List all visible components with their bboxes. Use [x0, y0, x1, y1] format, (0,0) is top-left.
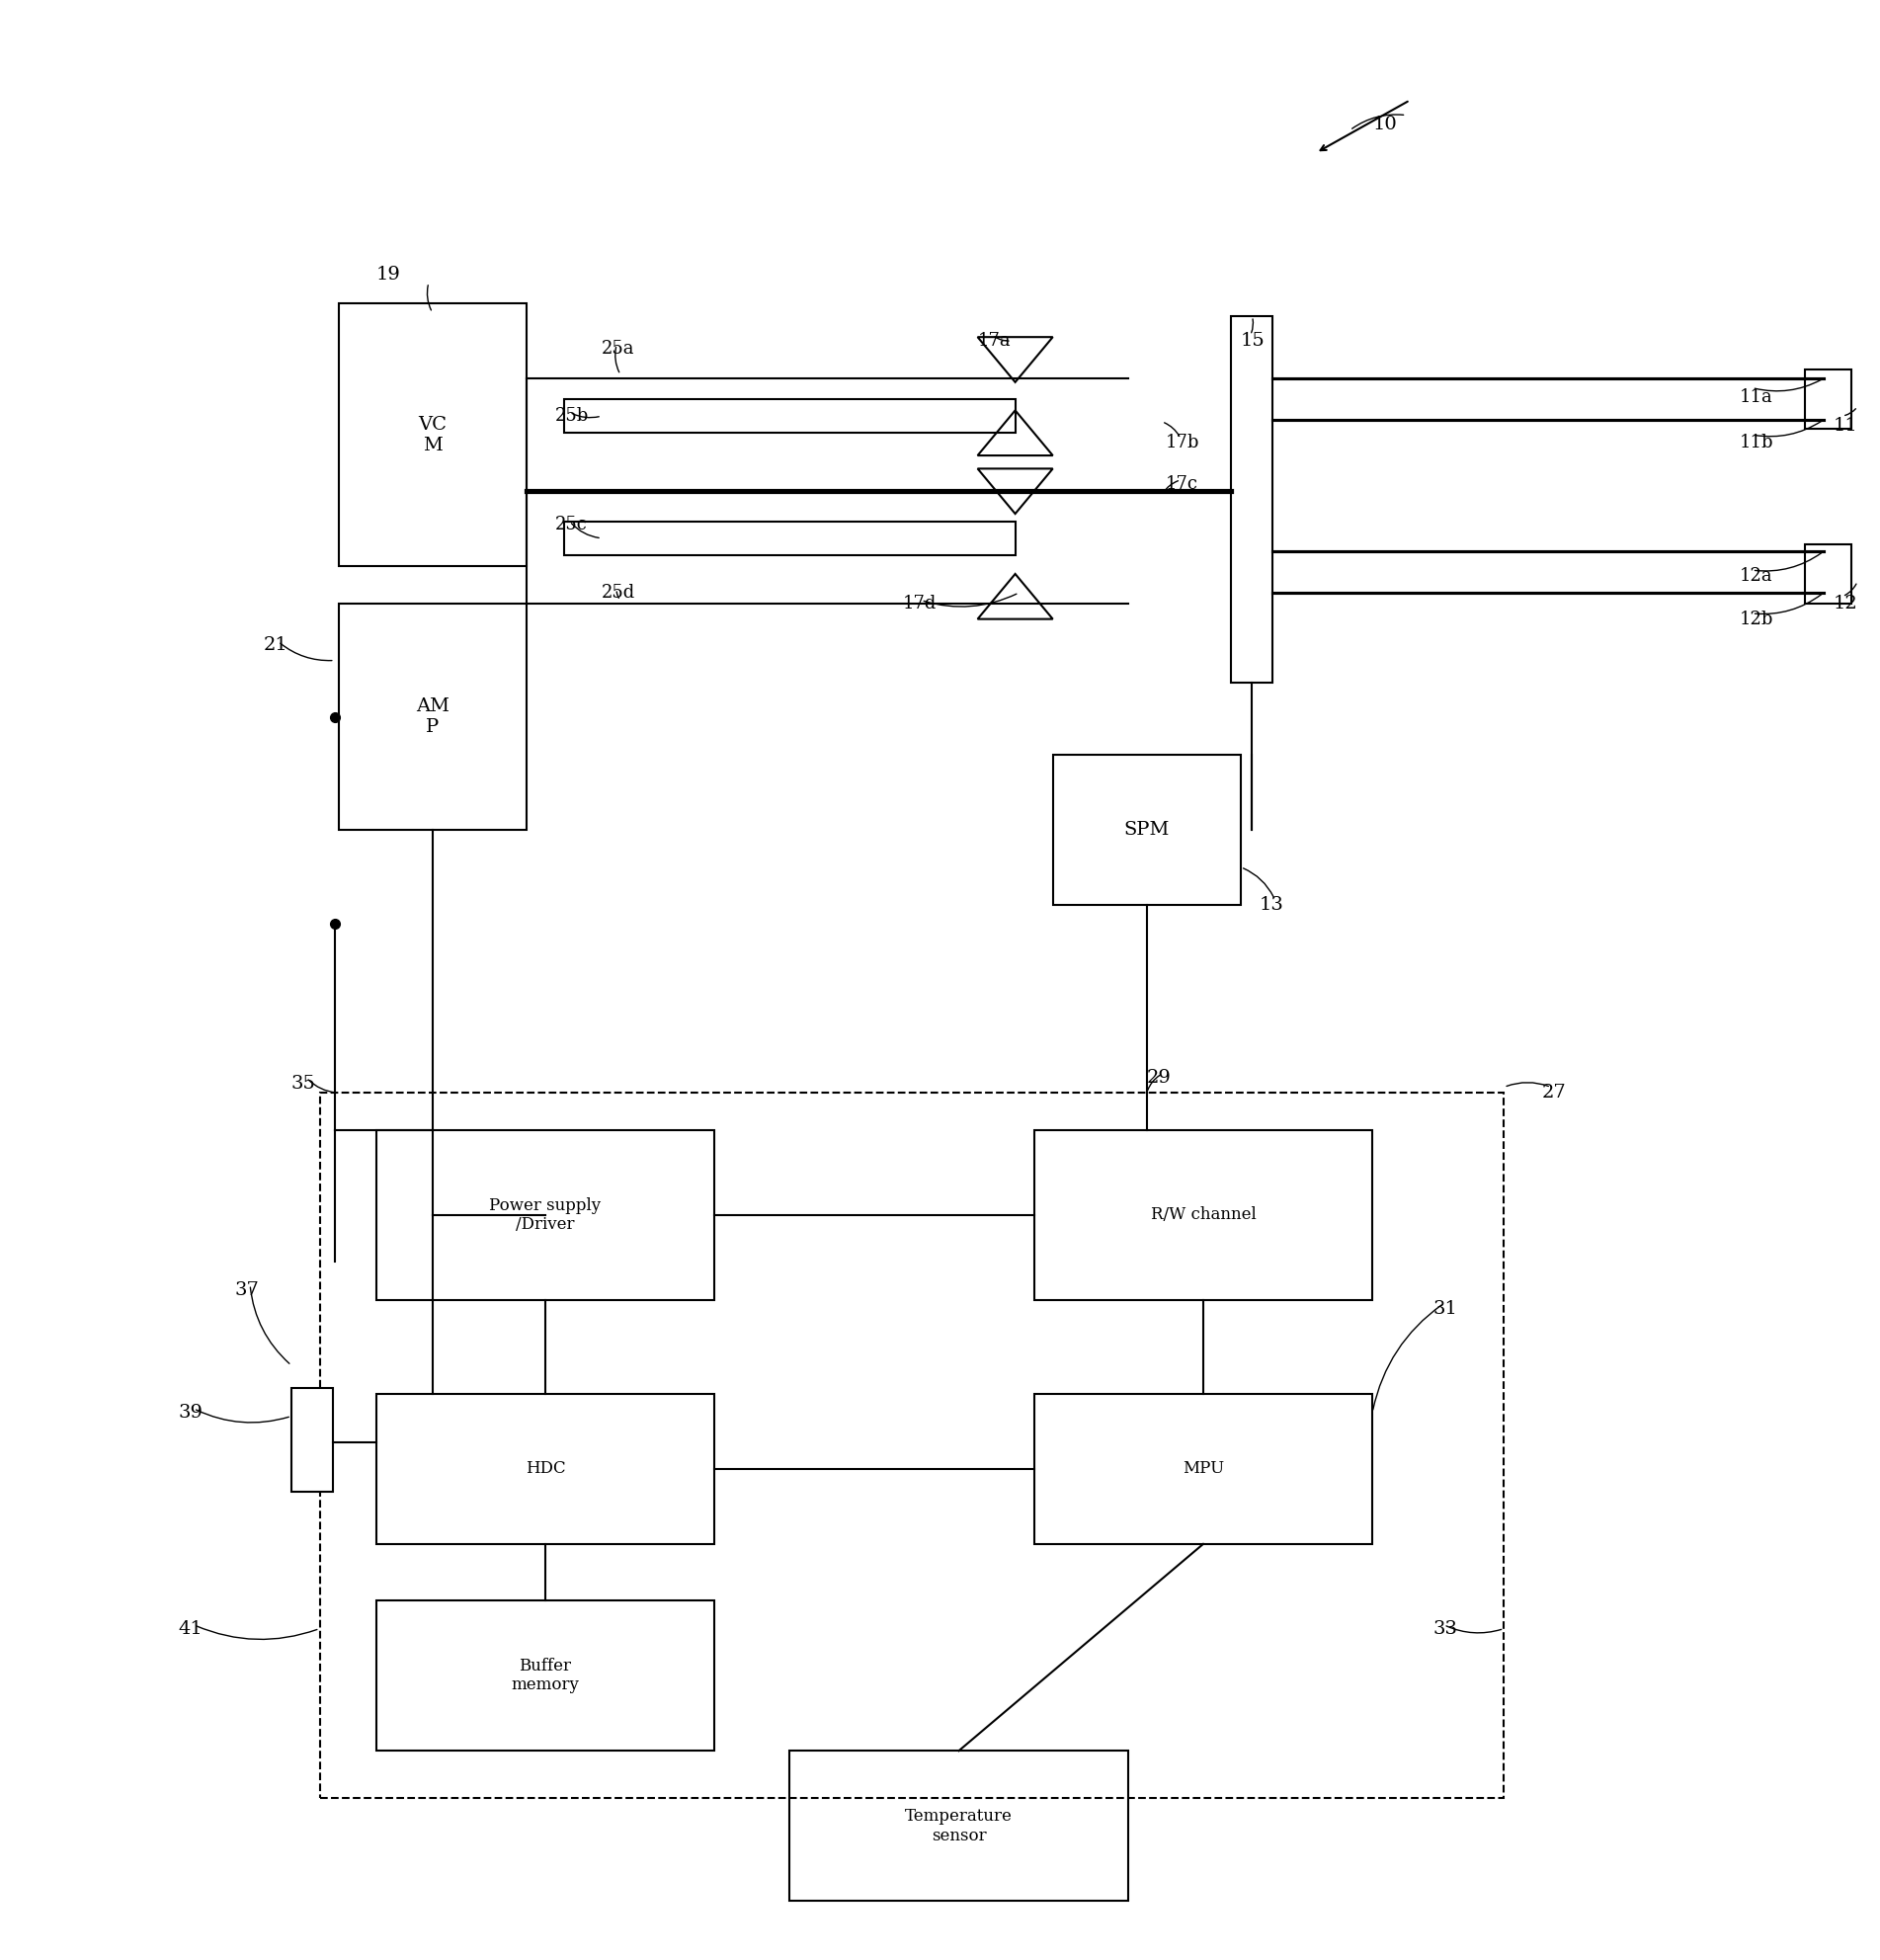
Text: 19: 19	[376, 267, 400, 284]
Text: 17b: 17b	[1166, 433, 1199, 451]
Text: 37: 37	[235, 1282, 259, 1299]
Text: SPM: SPM	[1124, 821, 1169, 839]
FancyBboxPatch shape	[1034, 1131, 1372, 1299]
Text: 11b: 11b	[1739, 433, 1773, 451]
Text: 10: 10	[1372, 116, 1397, 133]
FancyBboxPatch shape	[1231, 316, 1273, 682]
FancyBboxPatch shape	[338, 304, 526, 566]
FancyBboxPatch shape	[1053, 755, 1241, 906]
FancyBboxPatch shape	[564, 521, 1015, 555]
FancyBboxPatch shape	[1805, 543, 1852, 604]
Text: 25c: 25c	[555, 515, 587, 533]
Text: 39: 39	[179, 1403, 203, 1421]
Text: 13: 13	[1260, 896, 1284, 913]
Text: Power supply
/Driver: Power supply /Driver	[489, 1198, 602, 1233]
Text: 12b: 12b	[1739, 610, 1773, 627]
Text: 25b: 25b	[555, 408, 588, 425]
FancyBboxPatch shape	[564, 400, 1015, 433]
FancyBboxPatch shape	[291, 1388, 333, 1492]
FancyBboxPatch shape	[376, 1131, 714, 1299]
Text: 35: 35	[291, 1074, 316, 1092]
FancyBboxPatch shape	[338, 604, 526, 829]
Text: 17d: 17d	[902, 596, 936, 613]
Text: 11a: 11a	[1739, 388, 1773, 406]
Text: 41: 41	[179, 1619, 203, 1637]
Text: VC
M: VC M	[417, 416, 447, 455]
Text: 12: 12	[1833, 596, 1857, 613]
Text: 12a: 12a	[1739, 566, 1773, 584]
Text: HDC: HDC	[525, 1460, 566, 1478]
Text: R/W channel: R/W channel	[1151, 1207, 1256, 1223]
Text: 33: 33	[1433, 1619, 1457, 1637]
Text: 25d: 25d	[602, 584, 635, 602]
Text: Temperature
sensor: Temperature sensor	[904, 1807, 1013, 1844]
Text: 17a: 17a	[978, 331, 1011, 349]
Text: 29: 29	[1147, 1068, 1171, 1086]
FancyBboxPatch shape	[1805, 368, 1852, 429]
Text: 17c: 17c	[1166, 474, 1198, 492]
Text: 27: 27	[1542, 1084, 1566, 1102]
Text: AM
P: AM P	[415, 698, 449, 735]
Text: 31: 31	[1433, 1299, 1457, 1317]
Text: 15: 15	[1241, 331, 1265, 349]
Text: 11: 11	[1833, 417, 1857, 435]
FancyBboxPatch shape	[1034, 1394, 1372, 1544]
Text: MPU: MPU	[1183, 1460, 1224, 1478]
Text: 25a: 25a	[602, 339, 635, 357]
FancyBboxPatch shape	[376, 1601, 714, 1750]
FancyBboxPatch shape	[790, 1750, 1128, 1901]
Text: 21: 21	[263, 637, 288, 655]
FancyBboxPatch shape	[376, 1394, 714, 1544]
Text: Buffer
memory: Buffer memory	[511, 1658, 579, 1693]
